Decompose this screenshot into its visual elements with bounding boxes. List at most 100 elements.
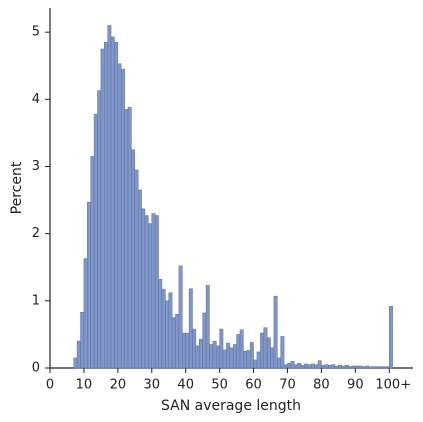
bar xyxy=(76,340,81,369)
x-tick-label: 30 xyxy=(144,378,161,393)
bar xyxy=(378,366,383,369)
bar xyxy=(243,350,248,369)
bar xyxy=(266,337,271,369)
x-axis-label: SAN average length xyxy=(161,398,301,414)
bar xyxy=(199,338,203,369)
bar xyxy=(175,314,180,369)
bar xyxy=(131,149,136,369)
bar xyxy=(222,349,227,369)
y-tick-label: 3 xyxy=(32,159,40,174)
bar xyxy=(256,351,261,369)
bar xyxy=(182,332,186,369)
bar xyxy=(134,169,139,369)
y-tick-label: 5 xyxy=(32,25,40,40)
bar xyxy=(124,109,129,369)
bar xyxy=(232,344,237,369)
bar xyxy=(297,363,302,369)
y-tick-label: 1 xyxy=(32,293,40,308)
bar xyxy=(351,365,356,369)
y-tick-label: 0 xyxy=(32,361,40,376)
bar xyxy=(93,113,98,369)
bar xyxy=(209,344,214,369)
bar xyxy=(151,213,156,369)
bar xyxy=(307,364,312,369)
bar xyxy=(141,208,146,369)
bar xyxy=(283,364,288,369)
bar xyxy=(87,201,91,369)
bar xyxy=(372,366,376,369)
bar xyxy=(205,285,210,369)
bar xyxy=(314,364,319,369)
bar xyxy=(358,365,363,369)
x-tick-label: 0 xyxy=(46,378,54,393)
bar xyxy=(361,366,366,369)
bar xyxy=(80,312,85,369)
bar xyxy=(290,361,295,369)
bar xyxy=(348,366,353,369)
bar xyxy=(331,364,336,369)
x-tick-label: 10 xyxy=(76,378,93,393)
bar xyxy=(107,25,112,369)
bar xyxy=(137,189,142,369)
bar xyxy=(277,357,281,369)
bar xyxy=(324,364,329,369)
bar xyxy=(273,295,278,369)
bar xyxy=(161,289,166,369)
y-axis-label: Percent xyxy=(9,161,25,214)
y-tick-label: 2 xyxy=(32,226,40,241)
bar xyxy=(202,312,207,369)
bar xyxy=(97,90,102,369)
bar xyxy=(110,36,115,369)
bar xyxy=(236,334,241,369)
bar xyxy=(219,328,224,369)
bar xyxy=(317,360,322,369)
bar xyxy=(100,48,105,369)
bar xyxy=(287,363,292,369)
bar xyxy=(154,215,159,369)
bar xyxy=(338,365,343,369)
bar xyxy=(260,332,264,369)
y-tick-label: 4 xyxy=(32,92,40,107)
bar xyxy=(389,305,393,369)
bar xyxy=(117,63,122,369)
bar xyxy=(148,223,153,369)
bar xyxy=(158,279,163,369)
x-tick-label: 70 xyxy=(279,378,296,393)
bar xyxy=(192,328,197,369)
bar xyxy=(195,345,200,369)
bar xyxy=(168,292,173,369)
bar xyxy=(215,345,220,369)
x-tick-label: 80 xyxy=(313,378,330,393)
x-tick-label: 100+ xyxy=(375,378,411,393)
bar xyxy=(321,365,326,369)
bar xyxy=(304,363,309,369)
bar xyxy=(212,340,217,369)
bar xyxy=(355,365,359,369)
bar xyxy=(127,107,132,369)
bar xyxy=(178,265,183,369)
x-tick-label: 90 xyxy=(347,378,364,393)
bar xyxy=(300,365,305,369)
bar xyxy=(375,366,380,369)
bar xyxy=(334,365,339,369)
bar xyxy=(294,364,298,369)
bar xyxy=(239,329,244,369)
bar xyxy=(385,366,390,369)
bar xyxy=(246,350,251,369)
bar xyxy=(270,347,275,369)
bar xyxy=(83,258,88,369)
x-tick-label: 40 xyxy=(177,378,194,393)
bar xyxy=(104,42,108,369)
bar xyxy=(90,156,95,369)
x-tick-label: 50 xyxy=(211,378,228,393)
bar xyxy=(253,359,258,369)
bar xyxy=(344,365,349,369)
bar xyxy=(382,366,387,369)
bar xyxy=(263,327,268,369)
bar xyxy=(114,42,119,369)
bar xyxy=(341,365,346,369)
bar xyxy=(249,342,254,369)
bar xyxy=(188,288,193,369)
bar xyxy=(226,342,231,369)
